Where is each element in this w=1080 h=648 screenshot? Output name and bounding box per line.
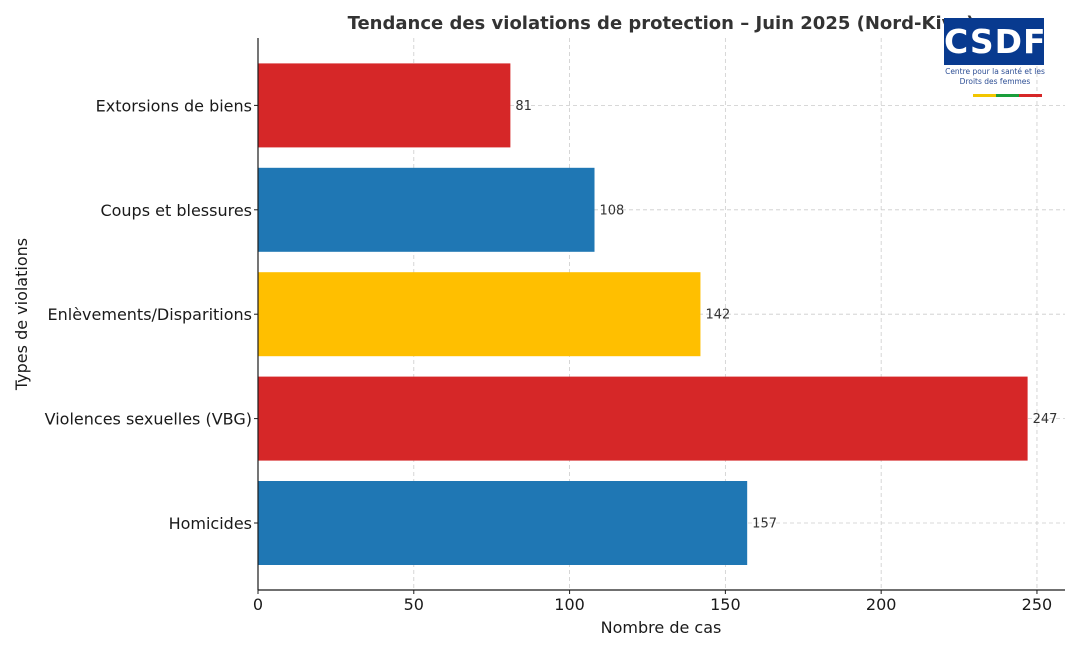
x-tick-label: 200 — [866, 595, 897, 614]
bar — [258, 63, 511, 148]
logo-mark: CSDF — [944, 18, 1047, 97]
y-tick-label: Violences sexuelles (VBG) — [45, 410, 252, 429]
bar — [258, 481, 748, 565]
logo-subtitle-line1: Centre pour la santé et les — [945, 67, 1045, 76]
data-label: 157 — [752, 517, 777, 532]
y-tick-label: Extorsions de biens — [96, 96, 252, 115]
x-axis-label: Nombre de cas — [601, 618, 722, 637]
y-tick-label: Homicides — [169, 514, 252, 533]
y-tick-label: Enlèvements/Disparitions — [48, 305, 253, 324]
bars — [258, 63, 1028, 565]
chart-title: Tendance des violations de protection – … — [348, 13, 975, 34]
x-tick-label: 100 — [554, 595, 585, 614]
data-label: 81 — [515, 99, 532, 114]
logo-subtitle: Centre pour la santé et les Droits des f… — [944, 67, 1046, 87]
x-tick-label: 250 — [1022, 595, 1053, 614]
logo-text: CSDF — [944, 22, 1047, 61]
bar — [258, 167, 595, 252]
data-labels: 157 247 142 108 81 — [515, 99, 1057, 532]
logo-stripe-yellow — [972, 94, 996, 97]
bar — [258, 272, 701, 357]
logo-stripe-green — [995, 94, 1019, 97]
x-tick-label: 50 — [404, 595, 424, 614]
y-axis-label: Types de violations — [12, 238, 31, 391]
data-label: 142 — [705, 308, 730, 323]
data-label: 247 — [1033, 412, 1058, 427]
csdf-logo: CSDF Centre pour la santé et les Droits … — [944, 18, 1047, 97]
data-label: 108 — [600, 203, 625, 218]
axes: Homicides Violences sexuelles (VBG) Enlève… — [45, 38, 1065, 614]
x-tick-label: 0 — [253, 595, 263, 614]
logo-subtitle-line2: Droits des femmes — [959, 77, 1031, 86]
bar — [258, 376, 1028, 461]
x-tick-label: 150 — [710, 595, 741, 614]
y-tick-label: Coups et blessures — [100, 201, 252, 220]
logo-stripe-red — [1018, 94, 1042, 97]
logo-stripe — [972, 62, 1042, 97]
